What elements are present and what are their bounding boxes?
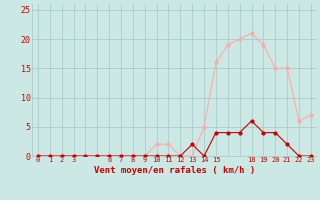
X-axis label: Vent moyen/en rafales ( km/h ): Vent moyen/en rafales ( km/h ) [94, 166, 255, 175]
